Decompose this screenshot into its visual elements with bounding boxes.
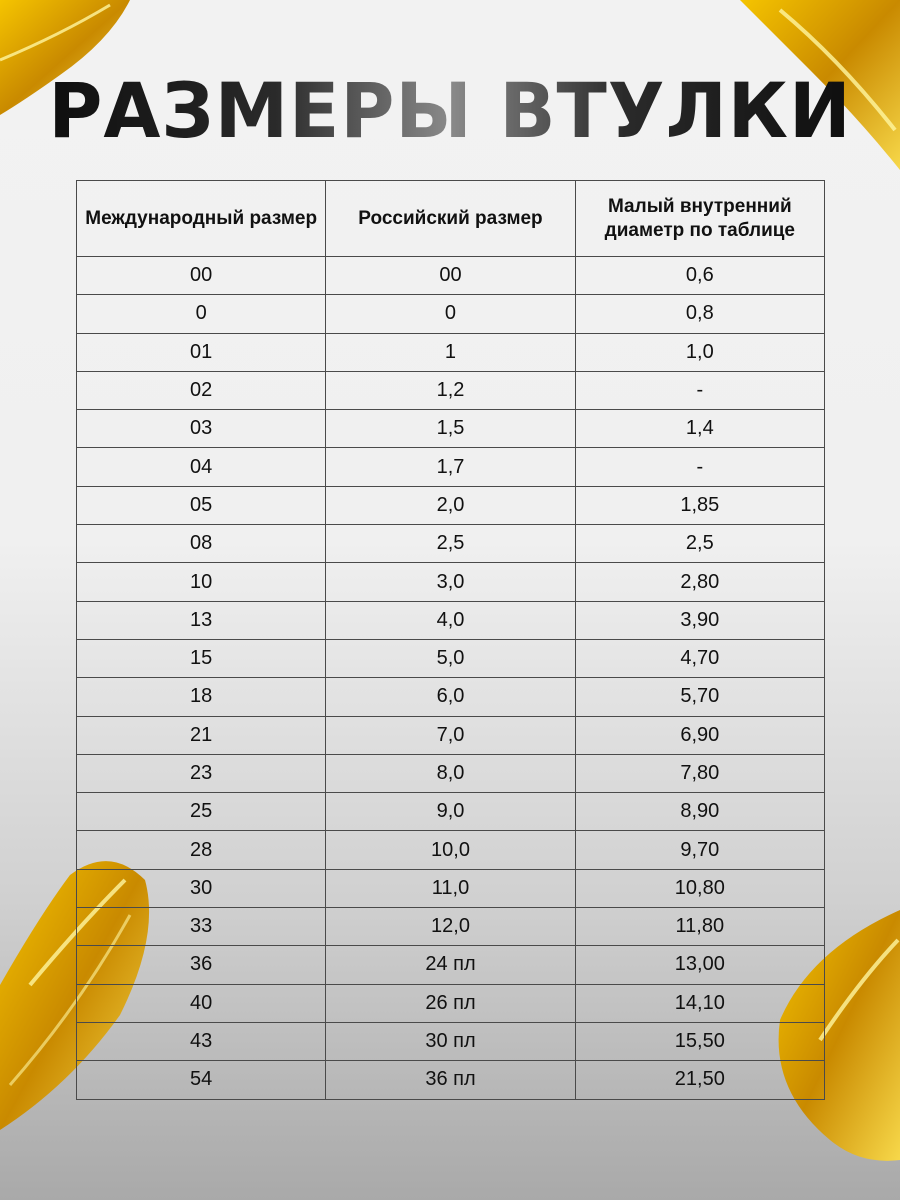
table-row: 00 00 0,6 — [75, 255, 826, 296]
cell-russian-size: 00 — [325, 255, 576, 296]
cell-russian-size: 11,0 — [325, 868, 576, 909]
cell-international-size: 30 — [75, 868, 327, 909]
cell-international-size: 18 — [75, 677, 327, 717]
cell-russian-size: 2,5 — [325, 524, 576, 564]
cell-inner-diameter: - — [574, 370, 826, 411]
cell-international-size: 23 — [75, 753, 327, 794]
cell-inner-diameter: 9,70 — [574, 830, 826, 870]
table-row: 10 3,0 2,80 — [75, 562, 826, 602]
cell-international-size: 21 — [75, 715, 327, 755]
cell-inner-diameter: 6,90 — [574, 715, 826, 755]
cell-international-size: 00 — [75, 255, 327, 296]
cell-inner-diameter: 0,8 — [574, 294, 826, 334]
cell-russian-size: 8,0 — [325, 753, 576, 794]
cell-russian-size: 1,5 — [325, 409, 576, 449]
header-inner-diameter: Малый внутренний диаметр по таблице — [574, 180, 826, 257]
table-row: 25 9,0 8,90 — [75, 792, 826, 832]
cell-inner-diameter: 4,70 — [574, 638, 826, 679]
table-row: 40 26 пл 14,10 — [75, 983, 826, 1023]
cell-inner-diameter: - — [574, 447, 826, 487]
cell-russian-size: 1 — [325, 332, 576, 372]
cell-international-size: 15 — [75, 638, 327, 679]
table-row: 54 36 пл 21,50 — [75, 1060, 826, 1100]
header-international-size: Международный размер — [75, 180, 327, 257]
cell-international-size: 25 — [75, 792, 327, 832]
table-row: 02 1,2- — [75, 370, 826, 411]
table-row: 05 2,0 1,85 — [75, 485, 826, 526]
table-row: 04 1,7- — [75, 447, 826, 487]
table-row: 33 12,0 11,80 — [75, 907, 826, 947]
cell-inner-diameter: 3,90 — [574, 600, 826, 640]
cell-russian-size: 5,0 — [325, 638, 576, 679]
cell-international-size: 0 — [75, 294, 327, 334]
cell-russian-size: 3,0 — [325, 562, 576, 602]
cell-international-size: 03 — [75, 409, 327, 449]
cell-international-size: 28 — [75, 830, 327, 870]
cell-inner-diameter: 0,6 — [574, 255, 826, 296]
cell-inner-diameter: 7,80 — [574, 753, 826, 794]
cell-international-size: 10 — [75, 562, 327, 602]
cell-international-size: 43 — [75, 1021, 327, 1062]
cell-russian-size: 12,0 — [325, 907, 576, 947]
header-russian-size: Российский размер — [325, 180, 576, 257]
cell-international-size: 01 — [75, 332, 327, 372]
cell-international-size: 36 — [75, 945, 327, 985]
table-row: 08 2,5 2,5 — [75, 524, 826, 564]
page-title: РАЗМЕРЫ ВТУЛКИ — [14, 66, 887, 155]
table-row: 01 1 1,0 — [75, 332, 826, 372]
cell-russian-size: 10,0 — [325, 830, 576, 870]
cell-inner-diameter: 8,90 — [574, 792, 826, 832]
table-row: 15 5,0 4,70 — [75, 638, 826, 679]
cell-international-size: 04 — [75, 447, 327, 487]
cell-russian-size: 9,0 — [325, 792, 576, 832]
cell-inner-diameter: 10,80 — [574, 868, 826, 909]
cell-inner-diameter: 15,50 — [574, 1021, 826, 1062]
table-row: 28 10,0 9,70 — [75, 830, 826, 870]
cell-inner-diameter: 5,70 — [574, 677, 826, 717]
cell-inner-diameter: 2,80 — [574, 562, 826, 602]
cell-russian-size: 7,0 — [325, 715, 576, 755]
cell-inner-diameter: 14,10 — [574, 983, 826, 1023]
cell-russian-size: 6,0 — [325, 677, 576, 717]
cell-russian-size: 24 пл — [325, 945, 576, 985]
cell-inner-diameter: 21,50 — [574, 1060, 826, 1100]
cell-international-size: 05 — [75, 485, 327, 526]
cell-russian-size: 1,7 — [325, 447, 576, 487]
table-row: 30 11,0 10,80 — [75, 868, 826, 909]
cell-inner-diameter: 1,0 — [574, 332, 826, 372]
table-row: 13 4,0 3,90 — [75, 600, 826, 640]
cell-inner-diameter: 1,4 — [574, 409, 826, 449]
cell-inner-diameter: 2,5 — [574, 524, 826, 564]
bushing-size-table: Международный размер Российский размер М… — [75, 180, 826, 1100]
table-row: 23 8,0 7,80 — [75, 753, 826, 794]
table-row: 21 7,0 6,90 — [75, 715, 826, 755]
cell-russian-size: 1,2 — [325, 370, 576, 411]
cell-russian-size: 26 пл — [325, 983, 576, 1023]
table-row: 0 0 0,8 — [75, 294, 826, 334]
cell-inner-diameter: 11,80 — [574, 907, 826, 947]
table-row: 43 30 пл 15,50 — [75, 1021, 826, 1062]
gold-paint-stroke-top-left — [0, 0, 130, 115]
cell-russian-size: 30 пл — [325, 1021, 576, 1062]
cell-international-size: 33 — [75, 907, 327, 947]
cell-inner-diameter: 13,00 — [574, 945, 826, 985]
table-header-row: Международный размер Российский размер М… — [75, 180, 826, 257]
cell-international-size: 13 — [75, 600, 327, 640]
gold-paint-stroke-top-right — [740, 0, 900, 170]
cell-russian-size: 4,0 — [325, 600, 576, 640]
table-row: 18 6,0 5,70 — [75, 677, 826, 717]
cell-international-size: 54 — [75, 1060, 327, 1100]
cell-inner-diameter: 1,85 — [574, 485, 826, 526]
cell-russian-size: 36 пл — [325, 1060, 576, 1100]
cell-international-size: 02 — [75, 370, 327, 411]
cell-international-size: 08 — [75, 524, 327, 564]
cell-russian-size: 0 — [325, 294, 576, 334]
table-row: 03 1,5 1,4 — [75, 409, 826, 449]
cell-international-size: 40 — [75, 983, 327, 1023]
table-row: 36 24 пл 13,00 — [75, 945, 826, 985]
cell-russian-size: 2,0 — [325, 485, 576, 526]
